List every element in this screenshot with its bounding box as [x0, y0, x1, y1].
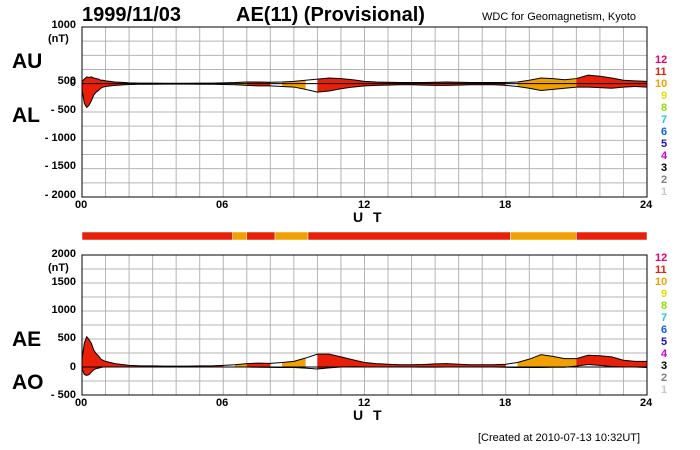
activity-bar-segment [81, 231, 233, 241]
top-ytick: - 1500 [44, 160, 76, 172]
ae-label: AE [12, 328, 42, 351]
activity-bar-segment [232, 231, 248, 241]
top-ytick: 0 [69, 77, 76, 89]
top-xtick: 00 [75, 199, 88, 211]
top-xlabel: U T [353, 209, 385, 225]
top-xtick: 18 [499, 199, 512, 211]
area-segment [517, 78, 577, 91]
series-line-ae [81, 335, 647, 367]
bottom-xtick: 00 [75, 397, 88, 409]
area-segment [246, 363, 271, 368]
top-xtick: 12 [358, 199, 371, 211]
top-xtick: 06 [216, 199, 229, 211]
activity-level-10: 10 [655, 276, 668, 288]
area-segment [82, 76, 224, 108]
activity-level-7: 7 [661, 114, 668, 126]
activity-level-4: 4 [661, 150, 668, 162]
top-ytick: - 500 [50, 104, 76, 116]
top-xtick: 24 [640, 199, 653, 211]
activity-level-11: 11 [655, 264, 667, 276]
bottom-xlabel: U T [353, 407, 385, 423]
activity-level-5: 5 [661, 138, 668, 150]
activity-level-11: 11 [655, 66, 667, 78]
bottom-unit-label: (nT) [48, 262, 69, 274]
area-segment [517, 354, 577, 368]
plot-frame [81, 26, 648, 198]
activity-bar-segment [510, 231, 577, 241]
bottom-ytick: 0 [69, 361, 76, 373]
activity-bar-segment [307, 231, 511, 241]
activity-bar-segment [576, 231, 648, 241]
plot-frame [81, 254, 648, 396]
ao-label: AO [12, 371, 44, 394]
top-ytick: 500 [57, 75, 76, 87]
area-segment [282, 80, 306, 90]
bottom-xtick: 24 [640, 397, 653, 409]
top-ytick: 1000 [51, 19, 76, 31]
bottom-xtick: 12 [358, 397, 371, 409]
activity-level-6: 6 [661, 126, 668, 138]
activity-level-1: 1 [661, 384, 668, 396]
activity-level-2: 2 [661, 174, 668, 186]
activity-level-2: 2 [661, 372, 668, 384]
bottom-xtick: 06 [216, 397, 229, 409]
created-timestamp: [Created at 2010-07-13 10:32UT] [478, 432, 641, 444]
series-line-au [81, 74, 648, 84]
activity-level-9: 9 [661, 90, 668, 102]
top-ytick: - 1000 [44, 132, 76, 144]
bottom-ytick: 1500 [51, 276, 76, 288]
bottom-ytick: 500 [57, 332, 76, 344]
data-source: WDC for Geomagnetism, Kyoto [482, 11, 637, 23]
activity-level-8: 8 [661, 300, 668, 312]
chart-title: AE(11) (Provisional) [236, 4, 425, 26]
activity-level-3: 3 [661, 162, 668, 174]
series-line-al [81, 83, 648, 109]
bottom-ytick: 1000 [51, 304, 76, 316]
top-ytick: - 2000 [44, 189, 76, 201]
activity-level-12: 12 [655, 252, 668, 264]
area-segment [235, 363, 247, 367]
activity-level-12: 12 [655, 54, 668, 66]
top-unit-label: (nT) [48, 33, 69, 45]
activity-level-10: 10 [655, 78, 668, 90]
bottom-xtick: 18 [499, 397, 512, 409]
area-segment [282, 358, 306, 369]
activity-level-7: 7 [661, 312, 668, 324]
activity-level-5: 5 [661, 336, 668, 348]
al-label: AL [12, 104, 40, 127]
chart-date: 1999/11/03 [82, 4, 181, 26]
area-segment [82, 336, 224, 376]
bottom-ytick: 2000 [51, 248, 76, 260]
activity-level-1: 1 [661, 186, 668, 198]
activity-level-9: 9 [661, 288, 668, 300]
area-segment [576, 75, 647, 89]
activity-level-3: 3 [661, 360, 668, 372]
activity-bar-segment [274, 231, 309, 241]
activity-level-8: 8 [661, 102, 668, 114]
bottom-ytick: - 500 [50, 389, 76, 401]
au-label: AU [12, 50, 43, 73]
area-segment [317, 354, 506, 369]
activity-bar-segment [246, 231, 276, 241]
activity-level-6: 6 [661, 324, 668, 336]
activity-level-4: 4 [661, 348, 668, 360]
